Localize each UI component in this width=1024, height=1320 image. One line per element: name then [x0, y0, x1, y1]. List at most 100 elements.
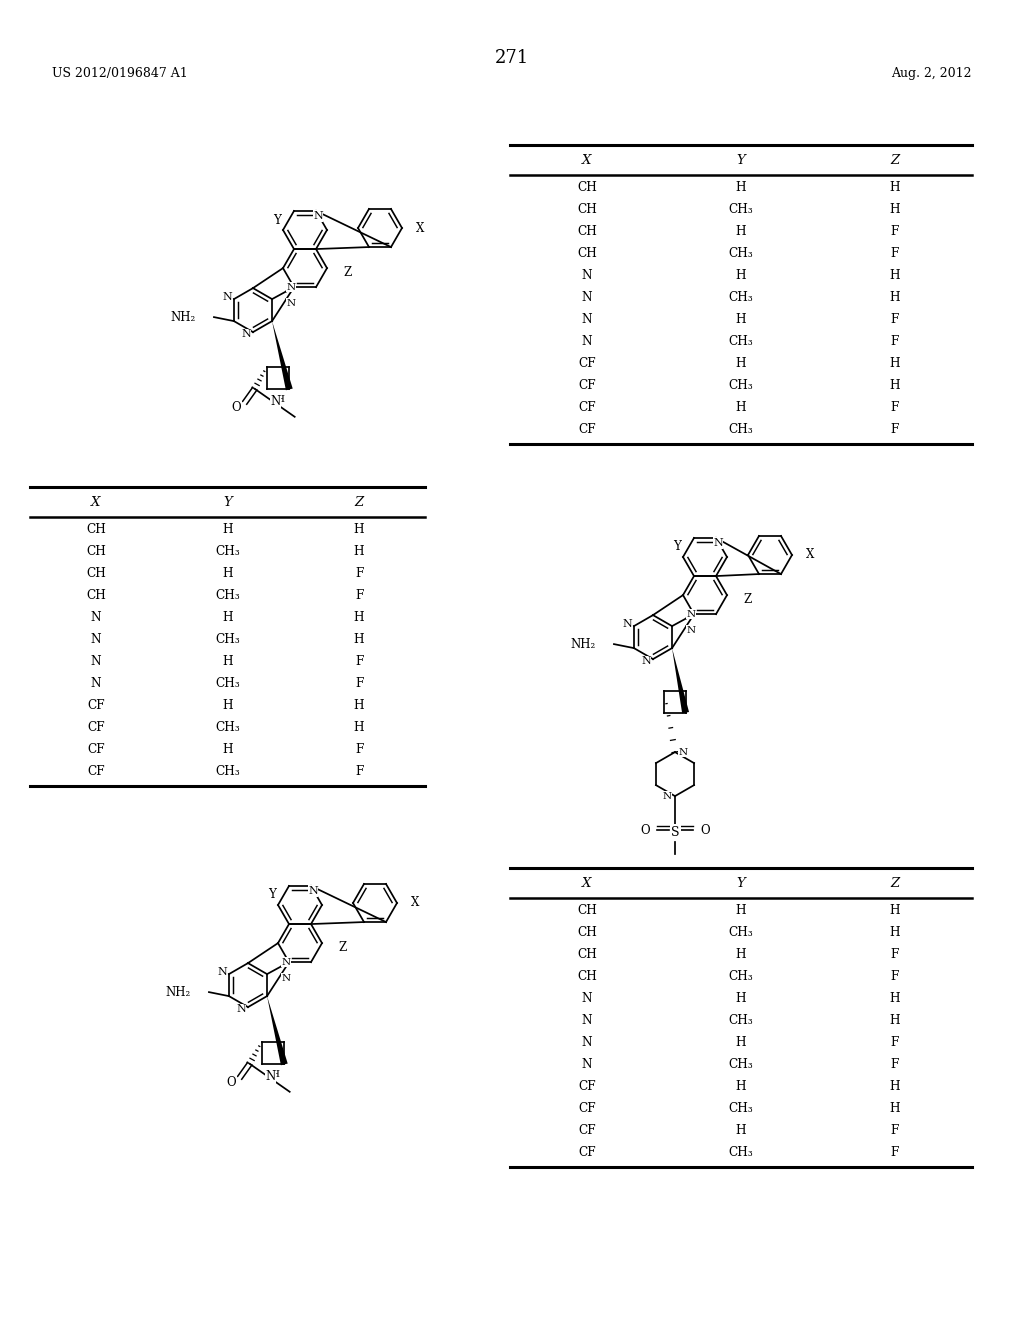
Text: H: H: [735, 1125, 746, 1138]
Text: CF: CF: [579, 1146, 596, 1159]
Text: H: H: [354, 721, 365, 734]
Text: N: N: [237, 1005, 246, 1014]
Text: H: H: [222, 568, 232, 581]
Text: CF: CF: [579, 379, 596, 392]
Text: F: F: [355, 655, 364, 668]
Text: N: N: [582, 292, 592, 305]
Text: N: N: [265, 1071, 275, 1084]
Text: N: N: [582, 335, 592, 348]
Text: H: H: [735, 1036, 746, 1049]
Text: CH₃: CH₃: [215, 721, 240, 734]
Text: H: H: [890, 358, 900, 370]
Text: Y: Y: [673, 540, 681, 553]
Text: CH: CH: [578, 226, 597, 238]
Text: CH: CH: [86, 568, 105, 581]
Text: Z: Z: [891, 154, 900, 168]
Text: H: H: [354, 700, 365, 713]
Text: CH: CH: [578, 181, 597, 194]
Text: N: N: [282, 958, 291, 966]
Text: N: N: [582, 1059, 592, 1072]
Text: CH₃: CH₃: [729, 335, 754, 348]
Text: O: O: [227, 1076, 237, 1089]
Text: H: H: [354, 611, 365, 624]
Text: H: H: [275, 395, 285, 404]
Text: CH₃: CH₃: [729, 424, 754, 436]
Text: Y: Y: [736, 154, 745, 168]
Text: N: N: [222, 292, 231, 302]
Text: F: F: [891, 970, 899, 983]
Text: Y: Y: [223, 496, 231, 510]
Text: N: N: [687, 610, 696, 619]
Text: CH: CH: [578, 904, 597, 917]
Text: H: H: [890, 203, 900, 216]
Text: F: F: [355, 766, 364, 779]
Text: CH₃: CH₃: [729, 1102, 754, 1115]
Text: N: N: [663, 792, 672, 801]
Text: H: H: [735, 1080, 746, 1093]
Text: N: N: [313, 211, 323, 220]
Text: X: X: [416, 222, 424, 235]
Text: CF: CF: [579, 1125, 596, 1138]
Text: H: H: [735, 181, 746, 194]
Text: CF: CF: [579, 358, 596, 370]
Text: H: H: [270, 1071, 280, 1080]
Text: CH₃: CH₃: [729, 927, 754, 940]
Text: H: H: [222, 611, 232, 624]
Text: F: F: [355, 677, 364, 690]
Text: 271: 271: [495, 49, 529, 67]
Text: N: N: [582, 1014, 592, 1027]
Text: X: X: [91, 496, 100, 510]
Text: N: N: [282, 974, 291, 982]
Text: N: N: [679, 747, 687, 756]
Text: F: F: [891, 247, 899, 260]
Text: H: H: [735, 358, 746, 370]
Text: H: H: [735, 401, 746, 414]
Text: H: H: [222, 523, 232, 536]
Text: Z: Z: [354, 496, 364, 510]
Text: H: H: [890, 1014, 900, 1027]
Text: CH₃: CH₃: [729, 379, 754, 392]
Text: NH₂: NH₂: [570, 638, 596, 651]
Text: CH₃: CH₃: [729, 970, 754, 983]
Text: N: N: [241, 329, 251, 339]
Text: O: O: [640, 824, 650, 837]
Text: X: X: [583, 154, 592, 168]
Text: CF: CF: [579, 1102, 596, 1115]
Text: CH₃: CH₃: [215, 766, 240, 779]
Text: N: N: [270, 395, 281, 408]
Text: CF: CF: [579, 1080, 596, 1093]
Text: NH₂: NH₂: [171, 310, 196, 323]
Text: Y: Y: [268, 888, 275, 902]
Text: F: F: [891, 948, 899, 961]
Text: N: N: [582, 1036, 592, 1049]
Text: CH₃: CH₃: [215, 677, 240, 690]
Text: CH₃: CH₃: [729, 1014, 754, 1027]
Text: N: N: [582, 993, 592, 1006]
Polygon shape: [272, 321, 293, 391]
Text: H: H: [735, 313, 746, 326]
Text: CF: CF: [87, 766, 104, 779]
Text: X: X: [806, 549, 814, 561]
Text: F: F: [891, 1146, 899, 1159]
Text: N: N: [90, 677, 101, 690]
Text: CH: CH: [578, 247, 597, 260]
Text: H: H: [735, 269, 746, 282]
Text: N: N: [90, 655, 101, 668]
Text: Y: Y: [273, 214, 281, 227]
Text: H: H: [222, 655, 232, 668]
Text: H: H: [354, 545, 365, 558]
Text: CH: CH: [86, 545, 105, 558]
Text: N: N: [622, 619, 632, 630]
Text: F: F: [891, 401, 899, 414]
Text: Aug. 2, 2012: Aug. 2, 2012: [892, 67, 972, 81]
Text: F: F: [891, 313, 899, 326]
Text: Y: Y: [736, 876, 745, 890]
Text: N: N: [713, 539, 723, 548]
Text: O: O: [700, 824, 710, 837]
Text: CH₃: CH₃: [215, 634, 240, 647]
Text: CH₃: CH₃: [729, 1059, 754, 1072]
Text: CH₃: CH₃: [215, 589, 240, 602]
Text: CH: CH: [86, 589, 105, 602]
Text: O: O: [231, 401, 242, 414]
Text: F: F: [891, 1125, 899, 1138]
